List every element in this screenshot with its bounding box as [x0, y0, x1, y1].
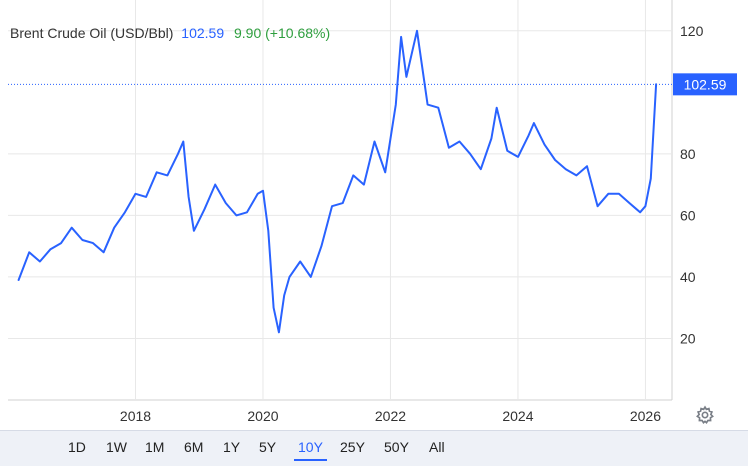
range-50y-button[interactable]: 50Y — [384, 439, 409, 455]
y-tick-label: 40 — [680, 269, 696, 285]
last-price-layer: 102.59 — [8, 73, 737, 96]
x-tick-label: 2020 — [247, 408, 278, 424]
axis-layer: 20 40 60 80 120 2018 2020 2022 2024 2026 — [120, 23, 704, 424]
range-1w-button[interactable]: 1W — [106, 439, 127, 455]
range-all-button[interactable]: All — [429, 439, 445, 455]
range-10y-label: 10Y — [298, 439, 323, 455]
y-tick-label: 20 — [680, 330, 696, 346]
range-5y-button[interactable]: 5Y — [259, 439, 277, 455]
range-1y-button[interactable]: 1Y — [223, 439, 241, 455]
range-25y-button[interactable]: 25Y — [340, 439, 365, 455]
chart-grid — [8, 0, 673, 401]
range-selector-bar: 1D 1W 1M 6M 1Y 5Y 10Y 25Y 50Y All — [0, 430, 748, 466]
range-10y-button[interactable]: 10Y — [294, 439, 327, 461]
y-tick-label: 60 — [680, 207, 696, 223]
series-layer — [17, 29, 658, 334]
x-tick-label: 2026 — [630, 408, 661, 424]
y-tick-label: 80 — [680, 146, 696, 162]
last-price-tag-label: 102.59 — [684, 76, 727, 92]
range-1m-button[interactable]: 1M — [145, 439, 165, 455]
x-tick-label: 2024 — [502, 408, 533, 424]
brent-price-line — [17, 29, 658, 334]
active-range-indicator — [294, 459, 327, 461]
x-tick-label: 2022 — [375, 408, 406, 424]
range-1d-button[interactable]: 1D — [68, 439, 86, 455]
gear-icon[interactable] — [695, 405, 715, 425]
current-price: 102.59 — [181, 25, 225, 41]
price-chart[interactable]: 20 40 60 80 120 2018 2020 2022 2024 2026 102.59 — [0, 0, 748, 430]
y-tick-label: 120 — [680, 23, 704, 39]
chart-legend: Brent Crude Oil (USD/Bbl) 102.59 9.90 (+… — [10, 25, 330, 41]
instrument-name: Brent Crude Oil (USD/Bbl) — [10, 25, 174, 41]
x-tick-label: 2018 — [120, 408, 151, 424]
range-6m-button[interactable]: 6M — [184, 439, 204, 455]
chart-area[interactable]: 20 40 60 80 120 2018 2020 2022 2024 2026 102.59 B… — [0, 0, 748, 430]
price-change: 9.90 (+10.68%) — [234, 25, 331, 41]
last-price-tag — [673, 73, 737, 96]
